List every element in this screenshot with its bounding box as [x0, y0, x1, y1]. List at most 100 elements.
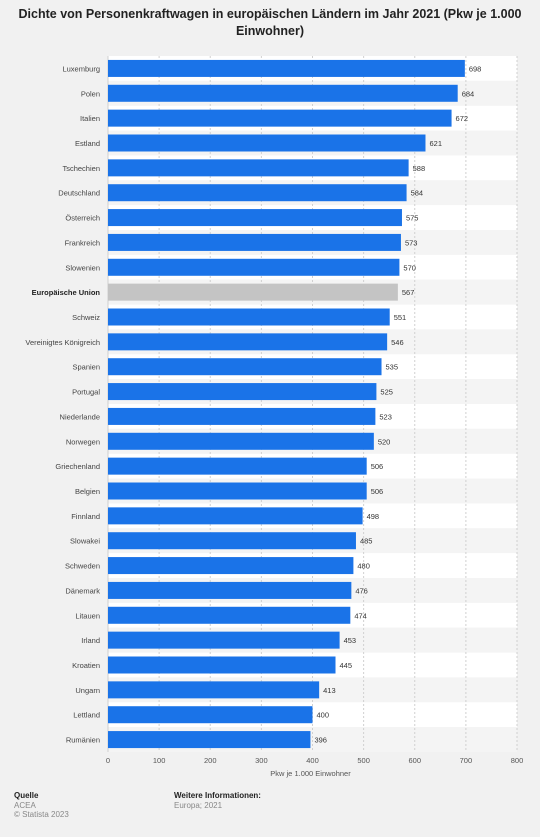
value-label: 546	[391, 338, 404, 347]
x-tick-label: 100	[153, 756, 166, 765]
value-label: 474	[354, 611, 367, 620]
x-tick-label: 200	[204, 756, 217, 765]
value-label: 476	[355, 586, 368, 595]
x-tick-label: 400	[306, 756, 319, 765]
bar	[108, 233, 401, 251]
category-label: Estland	[75, 139, 100, 148]
copyright: © Statista 2023	[14, 810, 69, 819]
source-name: ACEA	[14, 800, 36, 810]
category-label: Slowenien	[65, 263, 100, 272]
source-block: Quelle ACEA © Statista 2023	[14, 791, 69, 820]
bar	[108, 457, 367, 475]
value-label: 573	[405, 238, 418, 247]
x-tick-label: 800	[511, 756, 524, 765]
category-label: Slowakei	[70, 537, 100, 546]
value-label: 453	[344, 636, 357, 645]
bar	[108, 432, 374, 450]
category-label: Vereinigtes Königreich	[25, 338, 100, 347]
source-heading: Quelle	[14, 791, 39, 800]
bar	[108, 407, 376, 425]
category-label: Litauen	[75, 611, 100, 620]
category-label: Tschechien	[62, 164, 100, 173]
info-heading: Weitere Informationen:	[174, 791, 261, 800]
category-label: Italien	[80, 114, 100, 123]
value-label: 396	[314, 736, 327, 745]
value-label: 523	[379, 412, 392, 421]
info-block: Weitere Informationen: Europa; 2021	[174, 791, 261, 810]
bar	[108, 358, 382, 376]
x-tick-label: 700	[460, 756, 473, 765]
value-label: 698	[469, 64, 482, 73]
category-label: Ungarn	[75, 686, 100, 695]
bar	[108, 308, 390, 326]
value-label: 551	[394, 313, 407, 322]
category-label: Irland	[81, 636, 100, 645]
value-label: 567	[402, 288, 415, 297]
category-label: Lettland	[73, 711, 100, 720]
category-label: Schweiz	[72, 313, 100, 322]
value-label: 575	[406, 214, 419, 223]
chart-title: Dichte von Personenkraftwagen in europäi…	[18, 7, 522, 38]
bar	[108, 631, 340, 649]
category-label: Portugal	[72, 388, 100, 397]
x-tick-label: 300	[255, 756, 268, 765]
value-label: 525	[380, 388, 393, 397]
value-label: 498	[367, 512, 380, 521]
category-label: Griechenland	[55, 462, 100, 471]
bar	[108, 333, 388, 351]
bar	[108, 258, 400, 276]
bar	[108, 681, 320, 699]
category-label: Spanien	[72, 363, 100, 372]
value-label: 413	[323, 686, 336, 695]
value-label: 480	[357, 562, 370, 571]
bar	[108, 606, 351, 624]
bar	[108, 706, 313, 724]
category-label: Europäische Union	[32, 288, 101, 297]
bar	[108, 134, 426, 152]
value-label: 672	[456, 114, 469, 123]
x-tick-label: 500	[357, 756, 370, 765]
value-label: 400	[317, 711, 330, 720]
bar	[108, 109, 452, 127]
category-label: Finnland	[71, 512, 100, 521]
value-label: 684	[462, 89, 475, 98]
category-label: Luxemburg	[62, 64, 100, 73]
category-label: Frankreich	[65, 238, 100, 247]
bar	[108, 482, 367, 500]
info-text: Europa; 2021	[174, 800, 223, 810]
bar-chart: 0 100 200 300 400 500 600 700 800 Pkw je 1.000 Ei…	[25, 56, 524, 778]
category-label: Polen	[81, 89, 100, 98]
value-label: 506	[371, 462, 384, 471]
bar	[108, 656, 336, 674]
bar	[108, 159, 409, 177]
category-label: Dänemark	[65, 586, 100, 595]
x-tick-label: 0	[106, 756, 110, 765]
x-axis-title: Pkw je 1.000 Einwohner	[270, 769, 351, 778]
value-label: 535	[386, 363, 399, 372]
value-label: 485	[360, 537, 373, 546]
bar	[108, 731, 311, 749]
value-label: 584	[411, 189, 424, 198]
category-label: Österreich	[65, 214, 100, 223]
category-label: Norwegen	[66, 437, 100, 446]
category-label: Deutschland	[58, 189, 100, 198]
bar	[108, 283, 398, 301]
bar	[108, 507, 363, 525]
category-label: Niederlande	[60, 412, 100, 421]
category-label: Belgien	[75, 487, 100, 496]
bar	[108, 581, 352, 599]
x-tick-label: 600	[408, 756, 421, 765]
bar	[108, 383, 377, 401]
bar	[108, 557, 354, 575]
bar	[108, 84, 458, 102]
value-label: 621	[429, 139, 442, 148]
bar	[108, 59, 465, 77]
category-label: Kroatien	[72, 661, 100, 670]
bar	[108, 184, 407, 202]
value-label: 506	[371, 487, 384, 496]
category-label: Rumänien	[66, 736, 100, 745]
value-label: 445	[340, 661, 353, 670]
value-label: 570	[403, 263, 416, 272]
category-label: Schweden	[65, 562, 100, 571]
value-label: 588	[413, 164, 426, 173]
